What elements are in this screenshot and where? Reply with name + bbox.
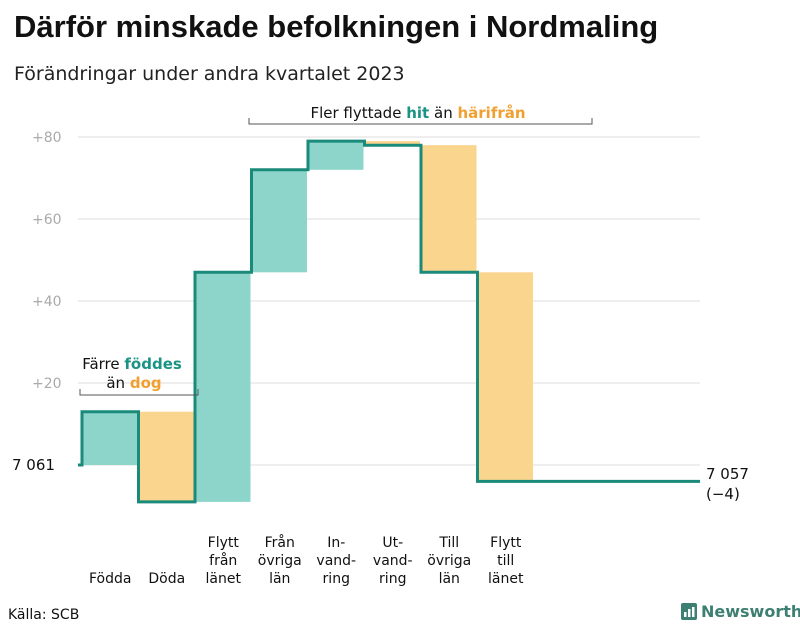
bar-utvandring xyxy=(364,141,420,146)
bar-doda xyxy=(138,411,194,502)
y-tick-label: +80 xyxy=(32,130,62,146)
y-tick-label: +40 xyxy=(32,294,62,310)
bar-till_ovriga_lan xyxy=(421,145,477,273)
category-label-flytt_till_lanet: Flytt xyxy=(490,535,522,551)
category-label-fodda: Födda xyxy=(89,571,131,587)
category-label-till_ovriga_lan: övriga xyxy=(427,553,471,569)
chart-title: Därför minskade befolkningen i Nordmalin… xyxy=(14,9,658,44)
migration-annotation-mid: än xyxy=(434,104,453,122)
category-label-utvandring: vand- xyxy=(373,553,413,569)
bars xyxy=(82,141,533,502)
category-label-fran_ovriga_lan: Från xyxy=(265,534,295,551)
category-label-flytt_fran_lanet: från xyxy=(209,552,237,569)
chart-subtitle: Förändringar under andra kvartalet 2023 xyxy=(14,63,405,85)
level-step-line xyxy=(78,139,700,504)
category-label-till_ovriga_lan: län xyxy=(439,571,460,587)
category-label-utvandring: ring xyxy=(379,571,406,587)
category-label-till_ovriga_lan: Till xyxy=(438,535,459,551)
category-label-invandring: ring xyxy=(323,571,350,587)
gridlines xyxy=(78,136,700,466)
migration-annotation-highlight1: hit xyxy=(406,104,429,122)
births-annotation-highlight1: föddes xyxy=(124,355,181,373)
births-annotation-mid: än xyxy=(106,374,125,392)
births-annotation: Färre föddes än dog xyxy=(79,355,199,396)
level-line xyxy=(78,139,700,504)
births-annotation-pre: Färre xyxy=(82,355,119,373)
category-label-utvandring: Ut- xyxy=(382,535,403,551)
svg-text:Fler flyttade hit: Fler flyttade hit än härifrån xyxy=(310,104,525,122)
category-label-flytt_till_lanet: länet xyxy=(488,571,524,587)
bar-flytt_fran_lanet xyxy=(195,272,251,502)
category-label-flytt_fran_lanet: Flytt xyxy=(208,535,240,551)
category-label-doda: Döda xyxy=(148,571,185,587)
bar-invandring xyxy=(308,141,364,170)
category-labels: Födda DödaFlyttfrånlänetFrånövrigalänIn-v… xyxy=(89,534,524,587)
svg-text:Färre föddes: Färre föddes xyxy=(82,355,182,373)
source-note: Källa: SCB xyxy=(8,607,79,623)
brand-name: Newsworthy xyxy=(701,602,800,621)
category-label-invandring: vand- xyxy=(316,553,356,569)
births-annotation-highlight2: dog xyxy=(130,374,162,392)
births-annotation-bracket xyxy=(79,389,199,396)
migration-annotation-bracket xyxy=(248,118,593,125)
y-tick-labels: +20 +40 +60 +80 xyxy=(32,130,62,392)
end-value-label: 7 057 xyxy=(706,465,749,483)
migration-annotation-highlight2: härifrån xyxy=(457,104,525,122)
start-value-label: 7 061 xyxy=(12,456,55,474)
y-tick-label: +60 xyxy=(32,212,62,228)
category-label-flytt_till_lanet: till xyxy=(497,553,514,569)
svg-text:än dog: än dog xyxy=(106,374,161,392)
brand-logo: Newsworthy xyxy=(681,602,800,621)
category-label-fran_ovriga_lan: övriga xyxy=(258,553,302,569)
bar-fran_ovriga_lan xyxy=(251,169,307,273)
category-label-fran_ovriga_lan: län xyxy=(269,571,290,587)
migration-annotation-pre: Fler flyttade xyxy=(310,104,401,122)
category-label-flytt_fran_lanet: länet xyxy=(206,571,242,587)
migration-annotation: Fler flyttade hit än härifrån xyxy=(248,104,593,125)
end-change-label: (−4) xyxy=(706,485,740,503)
category-label-invandring: In- xyxy=(327,535,345,551)
y-tick-label: +20 xyxy=(32,376,62,392)
bar-flytt_till_lanet xyxy=(477,272,533,482)
bar-fodda xyxy=(82,411,138,465)
